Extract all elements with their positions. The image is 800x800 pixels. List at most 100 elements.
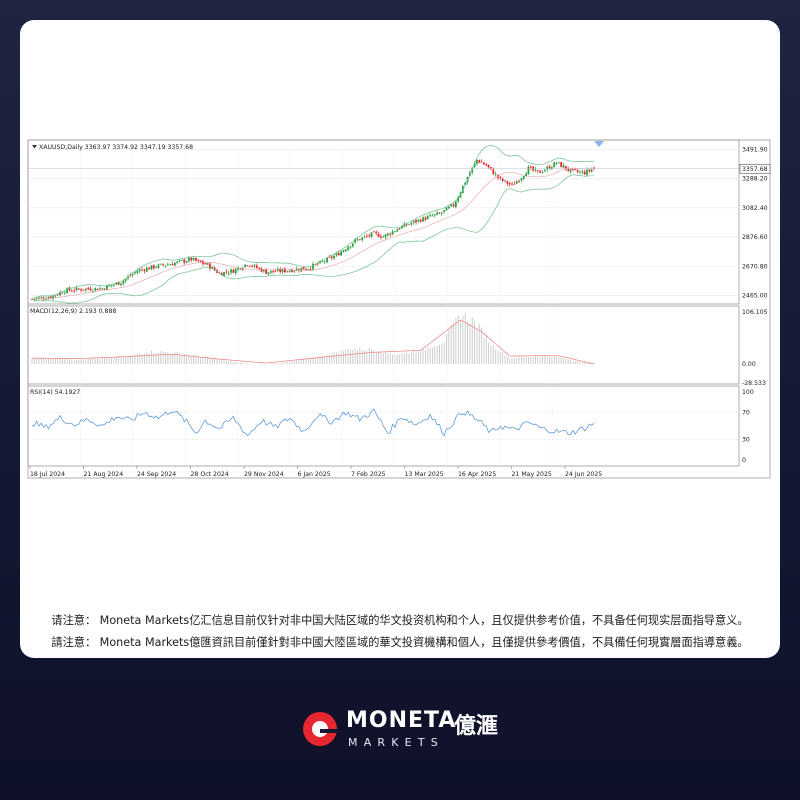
candle-body xyxy=(124,278,127,281)
candle-body xyxy=(202,261,204,264)
bollinger-upper-line xyxy=(31,145,595,299)
candle-body xyxy=(417,219,420,222)
candle-body xyxy=(476,159,478,164)
candle-body xyxy=(113,284,115,286)
candle-body xyxy=(583,171,586,175)
candle-body xyxy=(478,160,481,163)
macd-tick-label: 0.00 xyxy=(742,361,756,368)
menu-arrow-icon xyxy=(32,145,37,149)
candle-body xyxy=(150,265,153,270)
rsi-line xyxy=(31,408,595,437)
bollinger-lower-line xyxy=(31,174,594,304)
candle-body xyxy=(45,299,47,300)
candle-body xyxy=(288,270,291,272)
candle-body xyxy=(258,268,261,269)
time-tick-label: 16 Apr 2025 xyxy=(458,471,496,478)
candle-body xyxy=(557,162,560,164)
candle-body xyxy=(89,288,92,291)
macd-signal-line xyxy=(31,319,595,365)
candle-body xyxy=(565,166,567,170)
price-tick-label: 2670.80 xyxy=(742,263,768,270)
current-price-box xyxy=(739,163,771,174)
candle-body xyxy=(328,256,331,258)
candle-body xyxy=(550,167,553,169)
candle-body xyxy=(403,223,406,227)
candle-body xyxy=(358,239,361,241)
moneta-markets-logo: MONETA 億滙 MARKETS xyxy=(300,706,520,752)
candle-body xyxy=(248,265,251,267)
time-tick-label: 21 Aug 2024 xyxy=(84,471,124,478)
candle-body xyxy=(206,263,209,265)
candle-body xyxy=(94,287,97,291)
candle-body xyxy=(396,229,399,232)
chart-card: 3491.90 3288.20 3082.40 2876.60 2670.80 2465.… xyxy=(20,20,780,658)
candle-body xyxy=(511,183,513,185)
candle-body xyxy=(534,169,537,171)
candle-body xyxy=(316,263,319,265)
candle-body xyxy=(87,287,90,290)
candle-body xyxy=(209,263,211,269)
candle-body xyxy=(454,201,457,208)
xauusd-chart: 3491.90 3288.20 3082.40 2876.60 2670.80 2465.… xyxy=(27,139,771,479)
candle-body xyxy=(253,264,256,267)
candle-body xyxy=(326,257,328,263)
candle-body xyxy=(541,172,544,173)
macd-tick-label: 106.105 xyxy=(742,309,768,316)
pane-frame-3 xyxy=(27,385,740,467)
candle-body xyxy=(419,219,422,222)
candle-body xyxy=(483,162,485,165)
candle-body xyxy=(251,265,254,267)
pane-frame-1 xyxy=(27,139,740,305)
candle-body xyxy=(384,234,387,238)
candle-body xyxy=(431,215,434,217)
candle-body xyxy=(389,233,392,235)
bollinger-middle-line xyxy=(31,167,595,300)
time-tick-label: 18 Jul 2024 xyxy=(30,471,65,478)
candle-body xyxy=(143,269,146,272)
candle-body xyxy=(335,253,338,256)
candle-body xyxy=(295,268,298,271)
candle-body xyxy=(548,166,551,169)
candle-body xyxy=(342,250,345,253)
candle-body xyxy=(593,167,595,169)
candle-body xyxy=(73,290,76,292)
candle-body xyxy=(506,181,509,184)
time-tick-label: 13 Mar 2025 xyxy=(405,471,444,478)
scroll-marker-icon xyxy=(594,141,604,147)
candle-body xyxy=(49,296,52,299)
candle-body xyxy=(372,231,375,233)
candle-body xyxy=(377,233,380,237)
candle-body xyxy=(473,163,476,167)
candle-body xyxy=(279,269,282,272)
candle-body xyxy=(157,264,160,268)
candle-body xyxy=(63,292,66,294)
candle-body xyxy=(237,267,239,270)
candle-body xyxy=(380,236,382,238)
candle-body xyxy=(220,273,223,276)
candle-body xyxy=(375,231,378,234)
candle-body xyxy=(281,269,284,273)
candle-body xyxy=(501,178,504,182)
candle-body xyxy=(494,173,497,175)
candle-body xyxy=(234,268,237,274)
candle-body xyxy=(347,246,350,251)
candle-body xyxy=(440,212,443,214)
candle-body xyxy=(180,260,183,261)
candle-body xyxy=(518,181,520,183)
candle-body xyxy=(239,268,242,270)
candle-body xyxy=(56,294,59,296)
candle-body xyxy=(291,269,293,273)
brand-sub: MARKETS xyxy=(348,736,444,749)
candle-body xyxy=(265,269,268,274)
main-chart-title: XAUUSD,Daily 3363.97 3374.92 3347.19 335… xyxy=(39,144,193,151)
candle-body xyxy=(82,289,85,291)
candle-body xyxy=(567,168,570,171)
candle-body xyxy=(75,287,78,291)
candle-body xyxy=(422,217,424,222)
time-tick-label: 24 Jun 2025 xyxy=(565,471,602,478)
candle-body xyxy=(66,288,69,293)
time-tick-label: 6 Jan 2025 xyxy=(298,471,331,478)
candle-body xyxy=(52,295,54,299)
candle-body xyxy=(349,246,352,248)
candle-body xyxy=(293,270,296,272)
